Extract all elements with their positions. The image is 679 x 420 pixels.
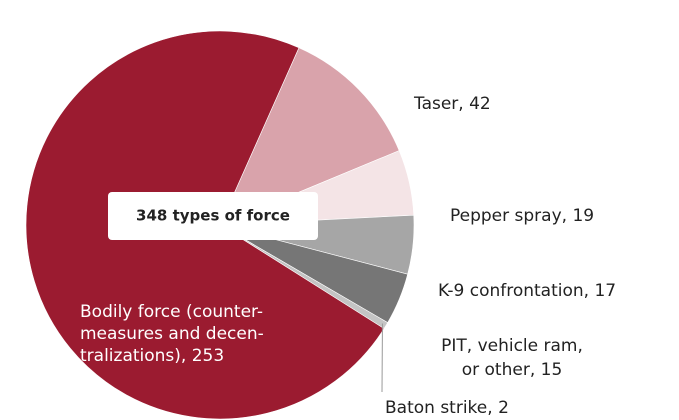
pie-slice	[219, 47, 400, 226]
slice-label: Pepper spray, 19	[450, 206, 594, 226]
center-label-box	[108, 192, 318, 240]
slice-label: K-9 confrontation, 17	[438, 281, 616, 301]
slice-label: Baton strike, 2	[385, 398, 509, 418]
slice-label: PIT, vehicle ram,	[441, 336, 583, 356]
slice-label: Taser, 42	[413, 94, 491, 114]
slice-label: measures and decen-	[80, 324, 264, 344]
center-label: 348 types of force	[136, 207, 290, 225]
slice-label: Bodily force (counter-	[80, 302, 263, 322]
slice-label: or other, 15	[462, 360, 563, 380]
slice-label: tralizations), 253	[80, 346, 224, 366]
